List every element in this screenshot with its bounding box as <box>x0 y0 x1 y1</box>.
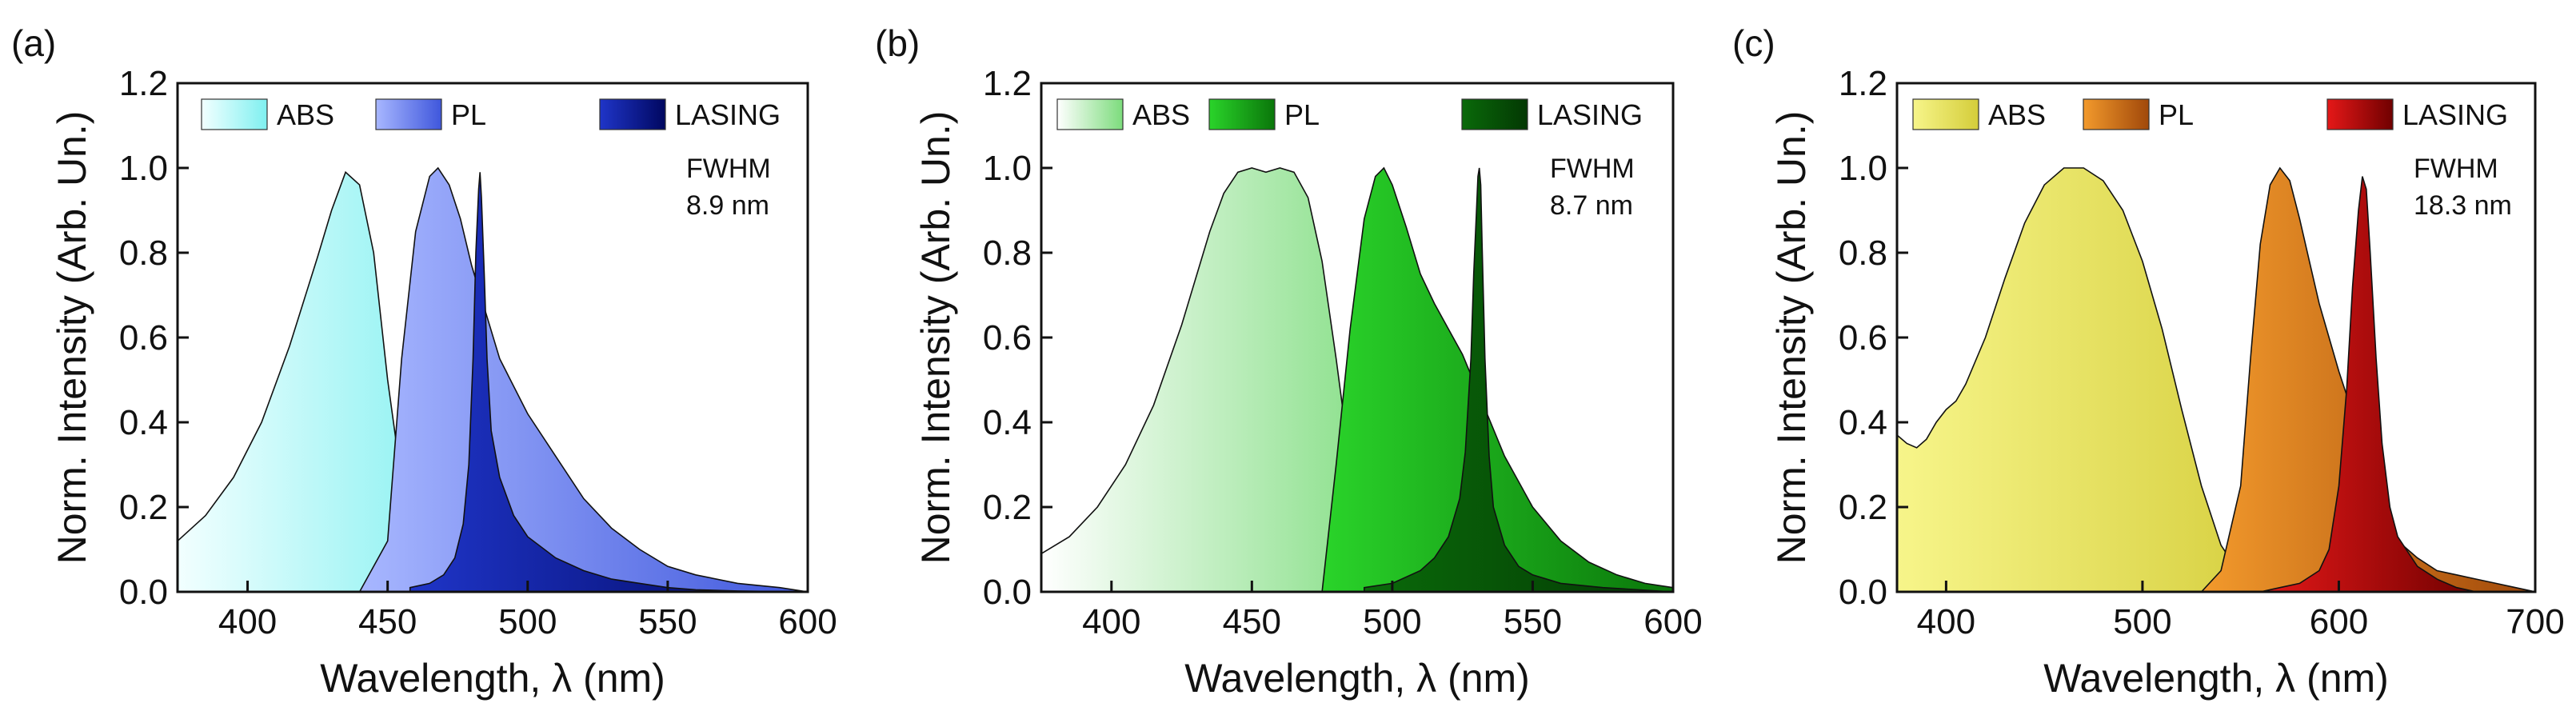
panel-c: 400 500 600 700 0.0 0.2 0.4 0.6 0.8 1.0 1.2 Wavelen… <box>1732 22 2565 701</box>
x-axis-label: Wavelength, λ (nm) <box>320 656 665 701</box>
x-tick-label: 700 <box>2506 602 2564 641</box>
x-tick-label: 400 <box>218 602 277 641</box>
x-tick-label: 550 <box>1504 602 1562 641</box>
y-tick-label: 0.8 <box>1839 234 1887 273</box>
fwhm-label: FWHM <box>2414 154 2498 184</box>
x-tick-label: 600 <box>1643 602 1702 641</box>
panel-label: (a) <box>11 22 56 64</box>
series-pl <box>1321 166 1673 592</box>
legend-label-abs: ABS <box>1132 98 1190 131</box>
y-tick-label: 0.2 <box>1839 488 1887 527</box>
legend: ABS PL LASING <box>1056 98 1643 131</box>
y-tick-label: 1.0 <box>1839 149 1887 188</box>
legend-label-pl: PL <box>451 98 486 131</box>
panel-b: 400 450 500 550 600 0.0 0.2 0.4 0.6 0.8 1.0 1.2 Wave… <box>875 22 1703 701</box>
x-tick-label: 450 <box>358 602 417 641</box>
y-tick-label: 0.6 <box>1839 318 1887 358</box>
legend-label-lasing: LASING <box>1537 98 1643 131</box>
plot-area <box>178 166 808 592</box>
panel-label: (b) <box>875 22 920 64</box>
y-tick-label: 1.0 <box>983 149 1032 188</box>
y-tick-label: 0.2 <box>983 488 1032 527</box>
series-lasing <box>409 172 808 592</box>
y-tick-label: 0.4 <box>983 403 1032 442</box>
x-axis-label: Wavelength, λ (nm) <box>1184 656 1530 701</box>
x-tick-label: 500 <box>1363 602 1421 641</box>
legend-swatch-abs <box>1056 98 1124 130</box>
legend-label-pl: PL <box>2159 98 2194 131</box>
y-axis-label: Norm. Intensity (Arb. Un.) <box>913 111 958 565</box>
y-tick-label: 1.2 <box>119 64 168 103</box>
y-tick-label: 1.2 <box>1839 64 1887 103</box>
legend-label-abs: ABS <box>1988 98 2046 131</box>
y-tick-label: 0.8 <box>983 234 1032 273</box>
y-tick-label: 0.0 <box>119 573 168 612</box>
x-tick-label: 600 <box>2310 602 2368 641</box>
legend-swatch-pl <box>375 98 442 130</box>
x-tick-label: 400 <box>1082 602 1140 641</box>
legend-swatch-pl <box>1208 98 1276 130</box>
series-lasing <box>1364 167 1673 592</box>
y-tick-label: 1.2 <box>983 64 1032 103</box>
y-tick-label: 0.0 <box>1839 573 1887 612</box>
x-tick-label: 450 <box>1223 602 1281 641</box>
legend-swatch-lasing <box>599 98 666 130</box>
fwhm-value: 18.3 nm <box>2414 190 2512 221</box>
x-tick-label: 600 <box>778 602 837 641</box>
x-tick-label: 550 <box>638 602 697 641</box>
legend-label-lasing: LASING <box>675 98 781 131</box>
fwhm-value: 8.7 nm <box>1550 190 1633 221</box>
legend: ABS PL LASING <box>201 98 781 131</box>
fwhm-label: FWHM <box>1550 154 1635 184</box>
x-axis-label: Wavelength, λ (nm) <box>2043 656 2389 701</box>
y-axis-label: Norm. Intensity (Arb. Un.) <box>1769 111 1814 565</box>
x-tick-label: 500 <box>2113 602 2171 641</box>
y-tick-label: 0.6 <box>983 318 1032 358</box>
y-tick-label: 0.4 <box>1839 403 1887 442</box>
x-tick-label: 500 <box>498 602 557 641</box>
fwhm-value: 8.9 nm <box>686 190 769 221</box>
y-tick-label: 0.6 <box>119 318 168 358</box>
y-tick-label: 0.8 <box>119 234 168 273</box>
panel-a: 400 450 500 550 600 0.0 0.2 0.4 0.6 0.8 1.0 1.2 Wave… <box>11 22 837 701</box>
legend-swatch-lasing <box>1461 98 1528 130</box>
panel-label: (c) <box>1732 22 1775 64</box>
y-tick-label: 0.2 <box>119 488 168 527</box>
y-tick-label: 0.4 <box>119 403 168 442</box>
y-tick-label: 1.0 <box>119 149 168 188</box>
series-pl <box>358 166 808 592</box>
legend-label-abs: ABS <box>277 98 334 131</box>
x-tick-label: 400 <box>1917 602 1975 641</box>
legend-label-pl: PL <box>1284 98 1320 131</box>
series-lasing <box>2260 176 2477 592</box>
legend-label-lasing: LASING <box>2402 98 2508 131</box>
fwhm-label: FWHM <box>686 154 771 184</box>
legend: ABS PL LASING <box>1912 98 2508 131</box>
legend-swatch-abs <box>201 98 268 130</box>
y-tick-label: 0.0 <box>983 573 1032 612</box>
series-pl <box>2200 166 2535 592</box>
plot-area <box>1897 166 2535 592</box>
y-axis-label: Norm. Intensity (Arb. Un.) <box>50 111 94 565</box>
legend-swatch-lasing <box>2326 98 2394 130</box>
plot-area <box>1041 166 1673 592</box>
legend-swatch-abs <box>1912 98 1979 130</box>
legend-swatch-pl <box>2083 98 2150 130</box>
